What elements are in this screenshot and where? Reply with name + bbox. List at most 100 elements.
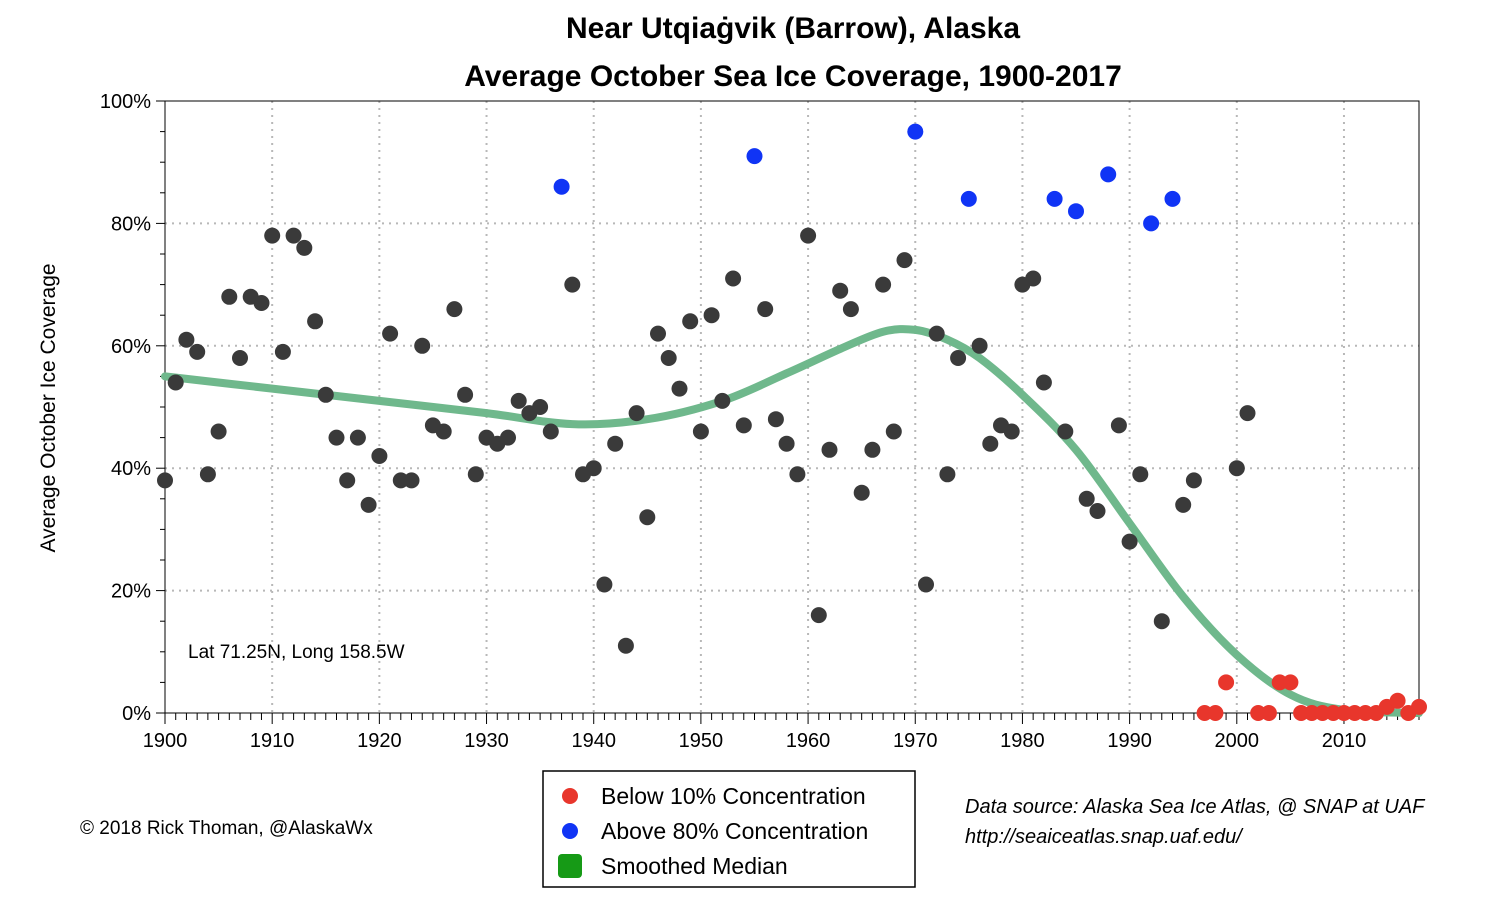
data-point	[628, 405, 645, 422]
data-point	[682, 313, 699, 330]
x-tick-label: 2000	[1215, 730, 1260, 752]
data-point	[532, 399, 549, 415]
data-source-url: http://seaiceatlas.snap.uaf.edu/	[965, 826, 1244, 848]
data-point	[328, 429, 345, 446]
x-tick-label: 2010	[1322, 730, 1367, 752]
chart-subtitle: Average October Sea Ice Coverage, 1900-2…	[464, 60, 1122, 93]
data-point	[264, 227, 281, 244]
data-point	[189, 343, 206, 360]
y-axis-title: Average October Ice Coverage	[37, 263, 60, 552]
data-point	[414, 337, 431, 354]
y-tick-label: 100%	[100, 91, 151, 113]
data-point	[660, 350, 677, 366]
data-point	[982, 435, 999, 452]
below-10-point	[1218, 674, 1235, 691]
data-point	[564, 276, 581, 293]
below-10-point	[1207, 705, 1224, 721]
plot-area-frame	[164, 100, 1420, 714]
data-point	[1185, 472, 1202, 489]
axis-ticks	[156, 100, 1420, 724]
data-point	[864, 441, 881, 458]
data-point	[339, 472, 356, 489]
data-point	[585, 460, 602, 477]
data-point	[767, 411, 784, 428]
data-point	[607, 435, 624, 452]
x-tick-label: 1960	[786, 730, 831, 752]
above-80-point	[746, 148, 763, 165]
data-point	[446, 301, 463, 318]
above-80-point	[553, 178, 570, 195]
data-point	[950, 350, 967, 366]
data-point	[296, 239, 313, 256]
below-10-point	[1389, 692, 1406, 709]
data-point	[853, 484, 870, 501]
legend-smooth-marker	[558, 854, 582, 878]
data-source-text: Data source: Alaska Sea Ice Atlas, @ SNA…	[965, 796, 1426, 818]
data-point	[896, 252, 913, 269]
location-annotation: Lat 71.25N, Long 158.5W	[188, 642, 405, 663]
data-point	[542, 423, 559, 440]
x-tick-label: 1920	[357, 730, 402, 752]
data-point	[510, 392, 527, 409]
data-point	[918, 576, 934, 593]
data-point	[167, 374, 184, 391]
data-point	[349, 429, 366, 446]
data-point	[360, 496, 377, 513]
data-point	[232, 350, 248, 366]
data-point	[307, 313, 324, 330]
data-point	[842, 301, 859, 318]
data-point	[199, 466, 216, 483]
data-point	[1035, 374, 1052, 391]
x-tick-label: 1900	[143, 730, 188, 752]
data-point	[1239, 405, 1256, 422]
data-point	[832, 282, 849, 299]
data-point	[1153, 613, 1170, 630]
data-point	[671, 380, 688, 397]
data-point	[285, 227, 302, 244]
data-point	[703, 307, 720, 324]
data-point	[274, 343, 291, 360]
x-tick-label: 1980	[1000, 730, 1045, 752]
data-point	[1110, 417, 1127, 434]
x-tick-label: 1940	[571, 730, 616, 752]
y-tick-label: 60%	[111, 336, 151, 358]
data-point	[821, 441, 838, 458]
data-point	[885, 423, 902, 440]
data-point	[371, 448, 388, 464]
data-point	[1003, 423, 1020, 440]
above-80-point	[1143, 215, 1160, 232]
copyright-text: © 2018 Rick Thoman, @AlaskaWx	[80, 818, 373, 839]
chart-title: Near Utqiaġvik (Barrow), Alaska	[566, 12, 1020, 45]
above-80-point	[1100, 166, 1117, 183]
x-tick-label: 1910	[250, 730, 295, 752]
x-tick-label: 1990	[1107, 730, 1152, 752]
data-point	[789, 466, 806, 483]
data-point	[1025, 270, 1042, 287]
legend-below-label: Below 10% Concentration	[601, 783, 866, 809]
below-10-point	[1260, 705, 1277, 721]
below-10-point	[1411, 698, 1427, 715]
data-point	[253, 295, 270, 311]
legend: Below 10% Concentration Above 80% Concen…	[542, 770, 916, 888]
data-point	[1057, 423, 1074, 440]
data-point	[1078, 490, 1095, 507]
data-point	[692, 423, 709, 440]
above-80-point	[1068, 203, 1084, 220]
data-point	[1089, 503, 1106, 519]
data-point	[928, 325, 945, 342]
tick-labels: 1900 1910 1920 1930 1940 1950 1960 1970 1980 1990…	[100, 91, 1366, 752]
data-point	[157, 472, 173, 489]
y-tick-label: 20%	[111, 581, 151, 603]
data-point	[596, 576, 613, 593]
legend-smooth-label: Smoothed Median	[601, 853, 788, 879]
data-point	[617, 637, 634, 654]
y-tick-label: 0%	[122, 703, 151, 725]
data-point	[210, 423, 227, 440]
smoothed-median-line	[161, 325, 1423, 717]
data-point	[939, 466, 956, 483]
data-point	[178, 331, 195, 348]
data-point	[500, 429, 516, 446]
data-point	[1228, 460, 1245, 477]
x-tick-label: 1970	[893, 730, 938, 752]
